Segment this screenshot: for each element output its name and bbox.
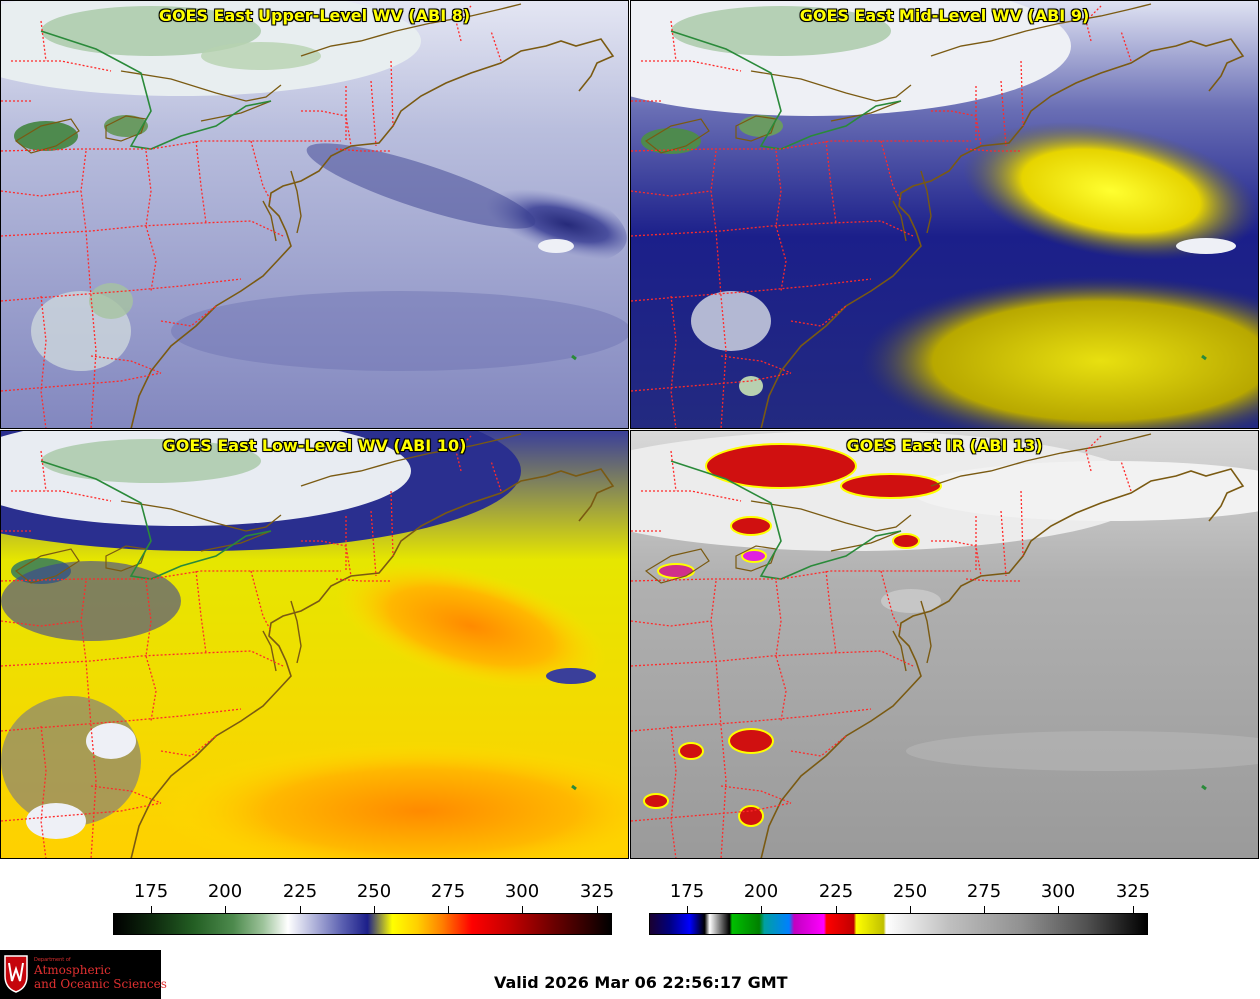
wv-tick-225: 225 <box>282 881 318 902</box>
uw-shield-icon <box>4 955 28 993</box>
panel-upper-level-wv: GOES East Upper-Level WV (ABI 8) <box>0 0 629 429</box>
wv-tick-175: 175 <box>133 881 169 902</box>
wv-tickmark <box>448 906 449 913</box>
ir-tick-225: 225 <box>818 881 854 902</box>
ir-tick-175: 175 <box>669 881 705 902</box>
colorbar-infrared-ticks: 175 200 225 250 275 300 325 <box>649 877 1151 913</box>
colorbar-infrared-gradient <box>649 913 1148 935</box>
wv-tickmark <box>374 906 375 913</box>
wv-tickmark <box>522 906 523 913</box>
valid-time: Valid 2026 Mar 06 22:56:17 GMT <box>494 973 788 992</box>
aos-logo: Department of Atmospheric and Oceanic Sc… <box>0 950 167 999</box>
satellite-panel-grid: GOES East Upper-Level WV (ABI 8) <box>0 0 1259 859</box>
panel-mid-level-wv: GOES East Mid-Level WV (ABI 9) <box>630 0 1259 429</box>
wv-tickmark <box>300 906 301 913</box>
wv-tick-300: 300 <box>504 881 540 902</box>
logo-oceanic-text: and Oceanic Sciences <box>34 977 167 991</box>
wv-tickmark <box>597 906 598 913</box>
ir-tick-200: 200 <box>743 881 779 902</box>
ir-tick-325: 325 <box>1115 881 1151 902</box>
panel-low-level-wv: GOES East Low-Level WV (ABI 10) <box>0 430 629 859</box>
ir-tickmark <box>984 906 985 913</box>
ir-tick-250: 250 <box>892 881 928 902</box>
upper-level-wv-image <box>1 1 628 428</box>
low-level-wv-image <box>1 431 628 858</box>
ir-tickmark <box>761 906 762 913</box>
colorbar-water-vapor-ticks: 175 200 225 250 275 300 325 <box>113 877 615 913</box>
wv-tickmark <box>151 906 152 913</box>
ir-tickmark <box>910 906 911 913</box>
ir-tick-300: 300 <box>1040 881 1076 902</box>
wv-tick-275: 275 <box>430 881 466 902</box>
ir-tickmark <box>836 906 837 913</box>
ir-tickmark <box>687 906 688 913</box>
colorbar-infrared: 175 200 225 250 275 300 325 <box>649 877 1151 937</box>
wv-tick-325: 325 <box>579 881 615 902</box>
infrared-image <box>631 431 1258 858</box>
logo-atmospheric-text: Atmospheric <box>34 963 111 977</box>
ir-tickmark <box>1133 906 1134 913</box>
panel-infrared: GOES East IR (ABI 13) <box>630 430 1259 859</box>
wv-tick-200: 200 <box>207 881 243 902</box>
ir-tick-275: 275 <box>966 881 1002 902</box>
wv-tick-250: 250 <box>356 881 392 902</box>
colorbar-water-vapor: 175 200 225 250 275 300 325 <box>113 877 615 937</box>
colorbar-water-vapor-gradient <box>113 913 612 935</box>
wv-tickmark <box>225 906 226 913</box>
logo-department-text: Department of <box>34 957 71 963</box>
ir-tickmark <box>1058 906 1059 913</box>
mid-level-wv-image <box>631 1 1258 428</box>
